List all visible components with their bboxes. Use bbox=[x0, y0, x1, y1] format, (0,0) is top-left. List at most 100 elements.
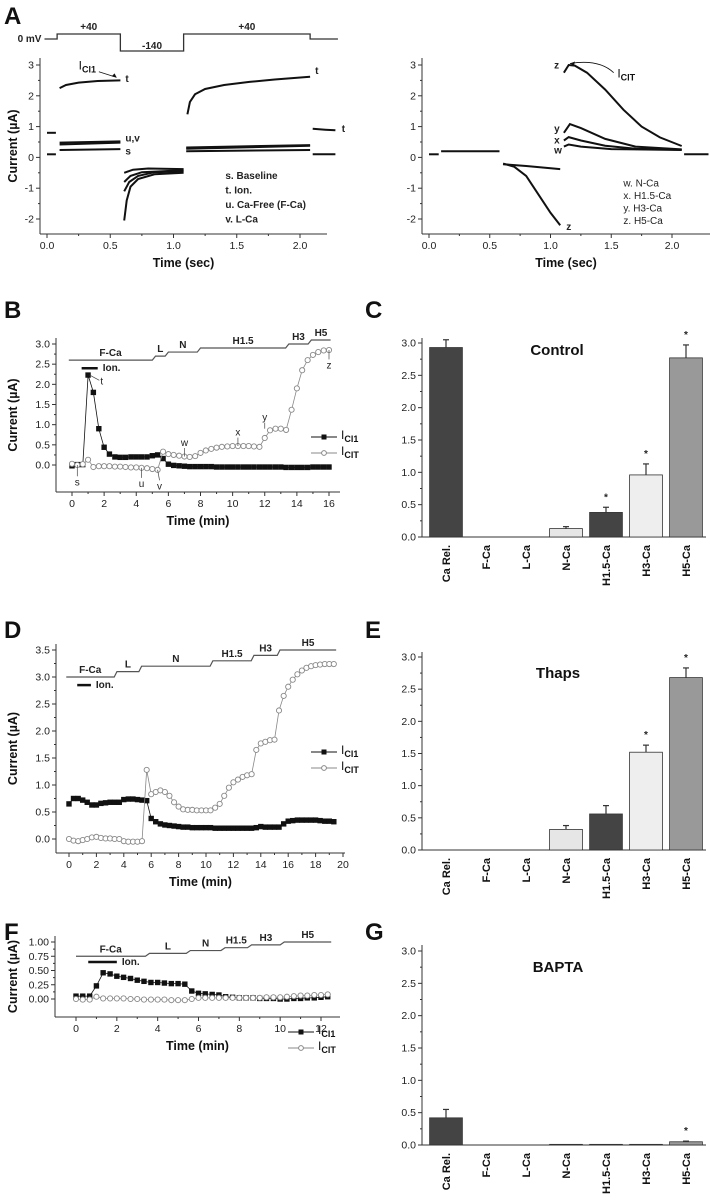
data-point-IClT bbox=[297, 992, 304, 999]
x-tick-label: 1.5 bbox=[604, 240, 619, 252]
legend-marker-iclt bbox=[298, 1045, 304, 1051]
data-point-ICl1 bbox=[189, 824, 195, 831]
data-point-IClT bbox=[140, 996, 148, 1003]
y-tick-label: 0.00 bbox=[29, 994, 50, 1006]
icl1-arrowhead bbox=[111, 73, 117, 78]
iclt-arrowhead bbox=[569, 61, 575, 66]
data-point-IClT bbox=[95, 463, 102, 470]
solution-label-h15: H1.5 bbox=[226, 936, 248, 947]
data-point-ICl1 bbox=[283, 464, 289, 471]
data-point-ICl1 bbox=[315, 464, 321, 470]
data-point-IClT bbox=[222, 994, 229, 1001]
bar-carel bbox=[429, 1117, 463, 1146]
data-point-IClT bbox=[221, 792, 228, 799]
data-point-ICl1 bbox=[310, 464, 316, 470]
y-tick-label: 0.5 bbox=[401, 1107, 416, 1119]
voltage-label-plus40: +40 bbox=[80, 22, 97, 33]
category-label: N-Ca bbox=[561, 544, 573, 571]
legend-marker-iclt bbox=[321, 765, 327, 771]
chart-title: BAPTA bbox=[533, 959, 584, 976]
data-point-IClT bbox=[161, 996, 168, 1003]
panel-c: 0.0 0.5 1.0 1.5 2.0 2.5 3.0 Control Ca Rel. F-Ca L… bbox=[401, 330, 706, 586]
y-axis-title: Current (µA) bbox=[6, 940, 20, 1013]
trace-t bbox=[312, 127, 336, 132]
y-tick-label: 2.5 bbox=[35, 699, 50, 711]
significance-marker: * bbox=[684, 1126, 688, 1137]
x-tick-label: 0 bbox=[73, 1023, 79, 1035]
category-label: H1.5-Ca bbox=[601, 544, 613, 586]
data-point-IClT bbox=[209, 994, 216, 1001]
chart-title: Thaps bbox=[536, 665, 580, 682]
trace-label-w: w bbox=[553, 146, 562, 157]
data-point-IClT bbox=[311, 991, 318, 999]
trace-v bbox=[59, 140, 121, 144]
data-point-ICl1 bbox=[90, 389, 97, 396]
solution-label-n: N bbox=[179, 340, 186, 351]
solution-label-l: L bbox=[157, 344, 163, 355]
x-tick-label: 8 bbox=[198, 498, 204, 510]
significance-marker: * bbox=[644, 449, 648, 460]
data-point-IClT bbox=[165, 451, 172, 458]
x-tick-label: 1.0 bbox=[543, 240, 558, 252]
y-tick-label: -1 bbox=[407, 183, 416, 195]
trace-label-x: x bbox=[554, 136, 560, 147]
legend-line: v. L-Ca bbox=[225, 214, 258, 225]
point-label-y: y bbox=[262, 413, 267, 424]
y-tick-label: 1.5 bbox=[401, 748, 416, 760]
data-point-ICl1 bbox=[107, 971, 113, 977]
legend-marker-icl1 bbox=[321, 434, 327, 440]
x-tick-label: 1.0 bbox=[166, 240, 181, 252]
data-point-ICl1 bbox=[244, 825, 250, 831]
data-point-IClT bbox=[253, 746, 260, 753]
data-point-ICl1 bbox=[213, 464, 220, 470]
data-point-ICl1 bbox=[134, 977, 140, 983]
panel-letter-e: E bbox=[365, 617, 381, 644]
panel-letter-b: B bbox=[4, 297, 21, 324]
data-point-IClT bbox=[330, 660, 337, 668]
y-tick-label: 1.0 bbox=[401, 1075, 416, 1087]
legend-label-icl1: ICl1 bbox=[318, 1023, 335, 1039]
data-point-ICl1 bbox=[195, 990, 202, 996]
data-point-IClT bbox=[215, 994, 222, 1001]
category-label: Ca Rel. bbox=[441, 1153, 453, 1190]
data-point-ICl1 bbox=[203, 463, 209, 470]
trace-label-t-2: t bbox=[315, 66, 319, 77]
data-point-ICl1 bbox=[122, 454, 129, 461]
data-point-ICl1 bbox=[251, 464, 257, 470]
voltage-label-minus140: -140 bbox=[142, 41, 162, 52]
data-point-ICl1 bbox=[170, 462, 177, 469]
data-point-ICl1 bbox=[208, 463, 214, 470]
data-point-IClT bbox=[277, 425, 284, 432]
legend-line: x. H1.5-Ca bbox=[623, 191, 671, 202]
data-point-IClT bbox=[245, 442, 252, 450]
trace-s bbox=[186, 149, 311, 153]
data-point-ICl1 bbox=[121, 796, 127, 803]
data-point-ICl1 bbox=[149, 453, 156, 459]
y-tick-label: 2.0 bbox=[35, 379, 50, 391]
data-point-ICl1 bbox=[262, 824, 269, 830]
panel-letter-g: G bbox=[365, 919, 384, 946]
data-point-ICl1 bbox=[165, 461, 172, 467]
chart-title: Control bbox=[530, 342, 583, 359]
point-label-u: u bbox=[139, 479, 145, 490]
solution-bar-trace bbox=[68, 339, 331, 361]
data-point-IClT bbox=[294, 671, 301, 678]
data-point-IClT bbox=[195, 994, 202, 1001]
panel-letter-a: A bbox=[4, 3, 21, 30]
data-point-ICl1 bbox=[194, 824, 200, 831]
data-point-ICl1 bbox=[299, 817, 305, 823]
y-tick-label: 1 bbox=[28, 121, 34, 133]
data-point-IClT bbox=[143, 465, 151, 472]
x-tick-label: 6 bbox=[196, 1023, 202, 1035]
y-tick-label: 3.0 bbox=[35, 672, 50, 684]
legend-line: y. H3-Ca bbox=[623, 204, 662, 215]
data-point-IClT bbox=[127, 995, 134, 1003]
data-point-ICl1 bbox=[143, 797, 150, 804]
data-point-IClT bbox=[320, 347, 327, 354]
data-point-ICl1 bbox=[102, 800, 109, 806]
data-point-ICl1 bbox=[290, 817, 296, 824]
data-point-ICl1 bbox=[117, 454, 123, 461]
data-point-ICl1 bbox=[154, 979, 161, 986]
data-point-IClT bbox=[275, 707, 283, 714]
data-point-ICl1 bbox=[299, 464, 305, 471]
